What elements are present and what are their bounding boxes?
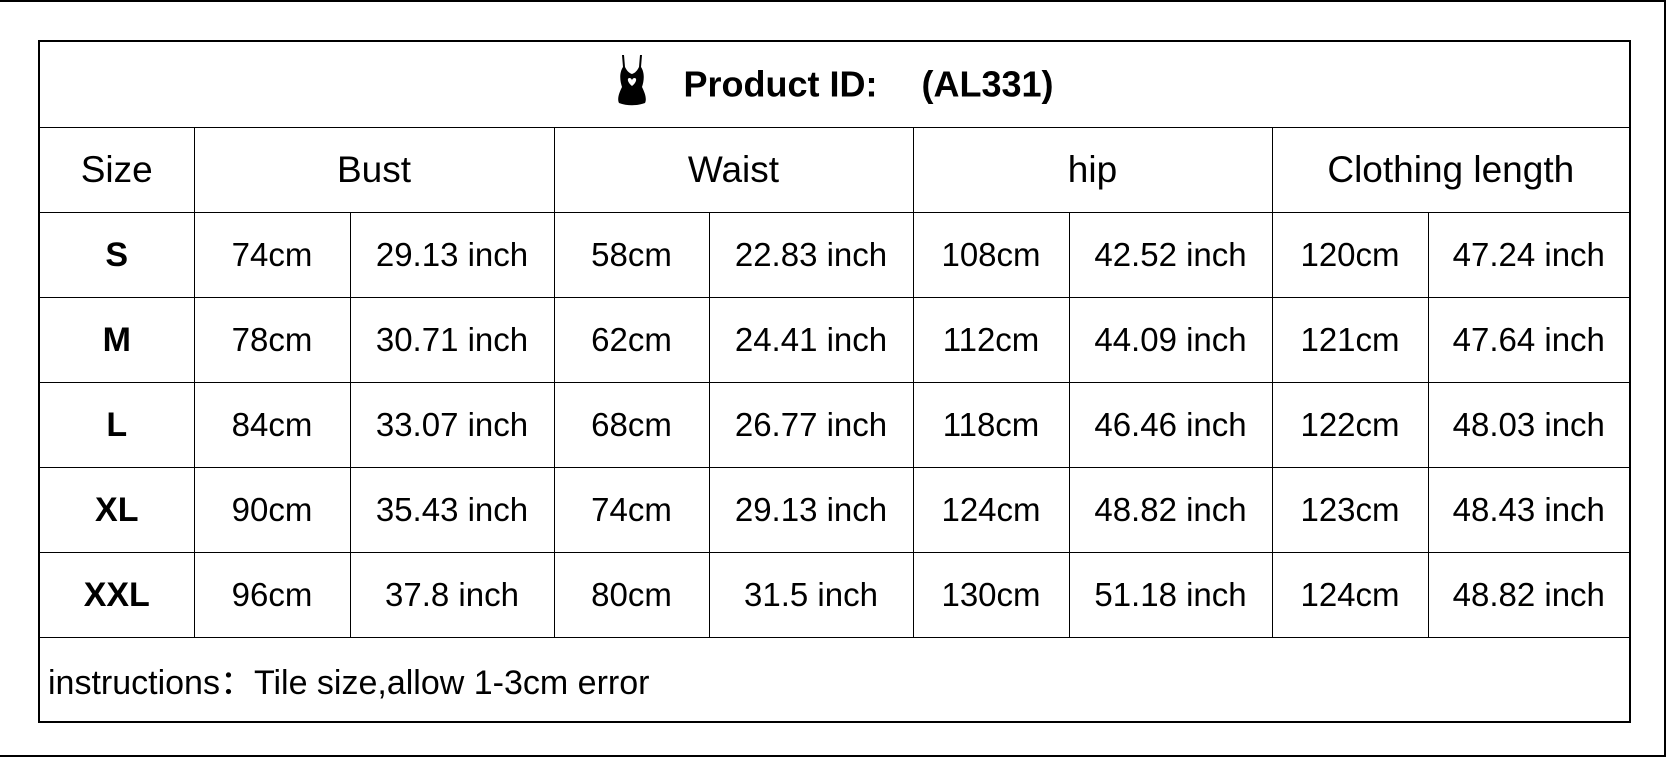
measurement-cell: 48.43 inch	[1427, 467, 1631, 553]
measurement-cell: 46.46 inch	[1068, 382, 1273, 468]
measurement-cell: 37.8 inch	[349, 552, 555, 638]
measurement-cell: 48.82 inch	[1427, 552, 1631, 638]
size-cell: M	[38, 297, 195, 383]
product-id-value: (AL331)	[921, 63, 1054, 105]
measurement-cell: 84cm	[193, 382, 351, 468]
header-clothing-length: Clothing length	[1271, 127, 1631, 213]
instructions-note: instructions：Tile size,allow 1-3cm error	[38, 637, 1631, 723]
measurement-cell: 48.82 inch	[1068, 467, 1273, 553]
measurement-cell: 68cm	[553, 382, 710, 468]
title-row: Product ID: (AL331)	[38, 40, 1631, 128]
measurement-cell: 112cm	[912, 297, 1070, 383]
measurement-cell: 130cm	[912, 552, 1070, 638]
product-title: Product ID: (AL331)	[38, 40, 1631, 128]
header-size: Size	[38, 127, 195, 213]
table-row: XL 90cm 35.43 inch 74cm 29.13 inch 124cm 48.82…	[38, 467, 1631, 553]
measurement-cell: 124cm	[912, 467, 1070, 553]
table-row: S 74cm 29.13 inch 58cm 22.83 inch 108cm 42.52 …	[38, 212, 1631, 298]
header-row: Size Bust Waist hip Clothing length	[38, 127, 1631, 213]
measurement-cell: 47.64 inch	[1427, 297, 1631, 383]
table-row: M 78cm 30.71 inch 62cm 24.41 inch 112cm 44.09 …	[38, 297, 1631, 383]
measurement-cell: 26.77 inch	[708, 382, 914, 468]
measurement-cell: 48.03 inch	[1427, 382, 1631, 468]
measurement-cell: 29.13 inch	[708, 467, 914, 553]
measurement-cell: 123cm	[1271, 467, 1429, 553]
header-waist: Waist	[553, 127, 914, 213]
header-hip: hip	[912, 127, 1273, 213]
measurement-cell: 33.07 inch	[349, 382, 555, 468]
size-cell: S	[38, 212, 195, 298]
tank-top-heart-icon	[615, 53, 649, 116]
measurement-cell: 78cm	[193, 297, 351, 383]
measurement-cell: 122cm	[1271, 382, 1429, 468]
size-cell: XXL	[38, 552, 195, 638]
measurement-cell: 58cm	[553, 212, 710, 298]
measurement-cell: 30.71 inch	[349, 297, 555, 383]
measurement-cell: 118cm	[912, 382, 1070, 468]
table-row: XXL 96cm 37.8 inch 80cm 31.5 inch 130cm 51.18 …	[38, 552, 1631, 638]
measurement-cell: 74cm	[553, 467, 710, 553]
product-id-label: Product ID:	[683, 63, 878, 105]
measurement-cell: 62cm	[553, 297, 710, 383]
measurement-cell: 80cm	[553, 552, 710, 638]
measurement-cell: 121cm	[1271, 297, 1429, 383]
measurement-cell: 22.83 inch	[708, 212, 914, 298]
measurement-cell: 74cm	[193, 212, 351, 298]
measurement-cell: 108cm	[912, 212, 1070, 298]
table-row: L 84cm 33.07 inch 68cm 26.77 inch 118cm 46.46 …	[38, 382, 1631, 468]
size-cell: L	[38, 382, 195, 468]
note-row: instructions：Tile size,allow 1-3cm error	[38, 637, 1631, 723]
measurement-cell: 29.13 inch	[349, 212, 555, 298]
measurement-cell: 24.41 inch	[708, 297, 914, 383]
header-bust: Bust	[193, 127, 555, 213]
measurement-cell: 47.24 inch	[1427, 212, 1631, 298]
measurement-cell: 124cm	[1271, 552, 1429, 638]
measurement-cell: 31.5 inch	[708, 552, 914, 638]
measurement-cell: 35.43 inch	[349, 467, 555, 553]
measurement-cell: 120cm	[1271, 212, 1429, 298]
size-cell: XL	[38, 467, 195, 553]
measurement-cell: 42.52 inch	[1068, 212, 1273, 298]
size-chart-table: Product ID: (AL331) Size Bust Waist hip C…	[38, 40, 1632, 723]
measurement-cell: 51.18 inch	[1068, 552, 1273, 638]
measurement-cell: 96cm	[193, 552, 351, 638]
measurement-cell: 44.09 inch	[1068, 297, 1273, 383]
measurement-cell: 90cm	[193, 467, 351, 553]
